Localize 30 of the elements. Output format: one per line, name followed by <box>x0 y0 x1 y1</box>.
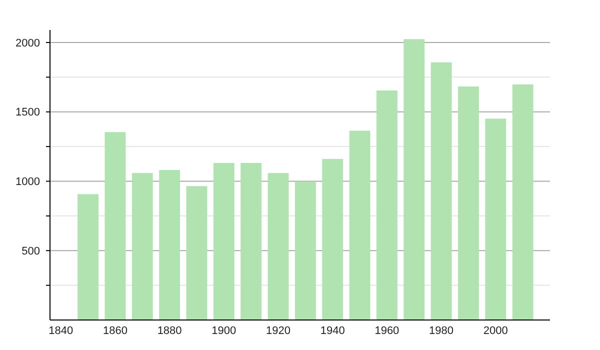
x-tick-label: 1900 <box>212 325 236 337</box>
x-tick-label: 2000 <box>483 325 508 337</box>
bar <box>186 186 208 320</box>
x-tick-label: 1960 <box>374 325 400 337</box>
bar <box>78 194 99 320</box>
bar <box>268 173 289 320</box>
bar <box>213 162 234 320</box>
y-tick-label: 500 <box>22 245 40 258</box>
y-tick-label: 1000 <box>16 176 40 188</box>
x-tick-label: 1860 <box>102 325 128 337</box>
bar <box>376 90 398 320</box>
bar <box>430 62 452 320</box>
bar <box>240 162 262 320</box>
bar <box>458 86 479 320</box>
bar <box>159 170 180 320</box>
x-tick-label: 1880 <box>157 325 182 337</box>
x-tick-label: 1980 <box>429 325 454 337</box>
x-tick-label: 1940 <box>320 325 345 337</box>
bar <box>322 158 344 320</box>
bar <box>132 173 153 320</box>
bar <box>485 118 506 320</box>
x-tick-label: 1840 <box>48 325 74 337</box>
bar <box>349 130 370 320</box>
bar <box>104 132 126 320</box>
bar <box>512 84 534 320</box>
x-tick-label: 1920 <box>266 325 291 337</box>
bar <box>404 39 425 320</box>
y-tick-label: 2000 <box>16 37 40 50</box>
y-tick-label: 1500 <box>16 106 40 119</box>
bar <box>294 181 316 320</box>
